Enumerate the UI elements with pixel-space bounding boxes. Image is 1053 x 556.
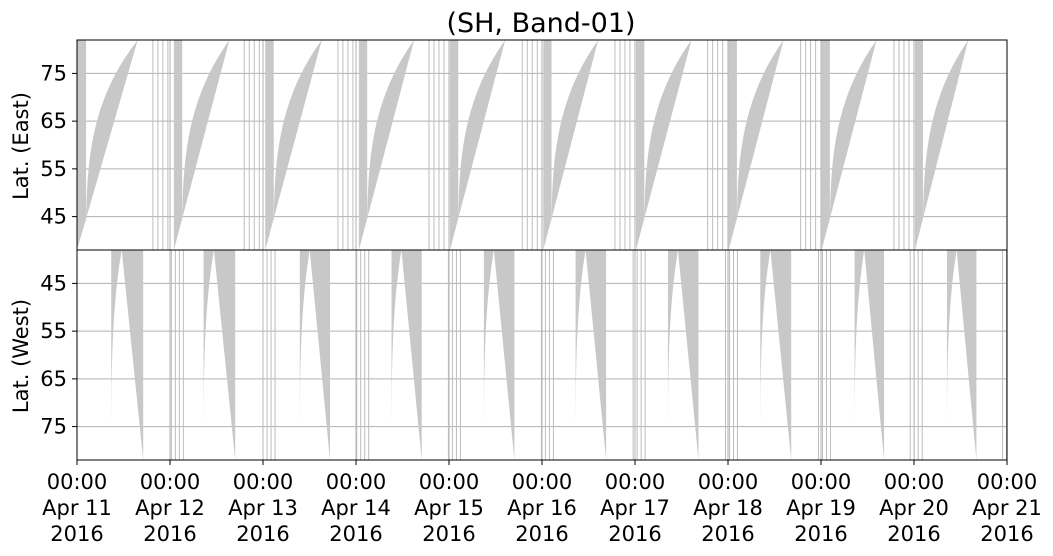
chart-title: (SH, Band-01): [446, 8, 635, 39]
xtick-label: 00:00 Apr 13 2016: [228, 470, 298, 546]
xtick-label: 00:00 Apr 18 2016: [693, 470, 763, 546]
xtick-label: 00:00 Apr 14 2016: [321, 470, 391, 546]
pass-band-west-8: [854, 250, 885, 460]
pass-band-east-6: [635, 40, 692, 250]
pass-band-east-0: [77, 40, 138, 250]
ytick-label: 75: [40, 61, 67, 85]
ytick-label: 75: [40, 415, 67, 439]
pass-band-east-4: [449, 40, 506, 250]
xtick-label: 00:00 Apr 11 2016: [42, 470, 112, 546]
ylabel-east: Lat. (East): [9, 92, 33, 200]
xtick-label: 00:00 Apr 16 2016: [507, 470, 577, 546]
pass-band-east-9: [914, 40, 969, 250]
pass-band-west-6: [667, 250, 699, 460]
ytick-label: 45: [40, 271, 67, 295]
pass-band-west-0: [111, 250, 144, 460]
xtick-label: 00:00 Apr 12 2016: [135, 470, 205, 546]
ytick-label: 45: [40, 205, 67, 229]
pass-band-east-1: [173, 40, 230, 250]
ytick-label: 55: [40, 157, 67, 181]
ylabel-west: Lat. (West): [9, 299, 33, 413]
x-axis: 00:00 Apr 11 2016 00:00 Apr 12 2016 00:00 Apr 1…: [42, 460, 1042, 546]
pass-band-east-5: [543, 40, 599, 250]
xtick-label: 00:00 Apr 21 2016: [972, 470, 1042, 546]
panel-east: 45 55 65 75: [40, 39, 1008, 251]
pass-band-west-2: [299, 250, 331, 460]
xtick-label: 00:00 Apr 17 2016: [600, 470, 670, 546]
pass-band-west-1: [203, 250, 236, 460]
pass-band-east-3: [358, 40, 415, 250]
pass-band-west-9: [946, 250, 977, 460]
ytick-label: 65: [40, 367, 67, 391]
pass-band-west-4: [483, 250, 515, 460]
pass-band-east-2: [265, 40, 322, 250]
xtick-label: 00:00 Apr 19 2016: [786, 470, 856, 546]
pass-band-west-7: [760, 250, 792, 460]
ytick-label: 65: [40, 109, 67, 133]
pass-band-west-3: [391, 250, 422, 460]
pass-band-east-8: [821, 40, 877, 250]
pass-band-east-7: [728, 40, 784, 250]
xtick-label: 00:00 Apr 20 2016: [879, 470, 949, 546]
panel-west: 75 65 55 45: [40, 249, 1008, 461]
pass-band-west-5: [575, 250, 607, 460]
ytick-label: 55: [40, 319, 67, 343]
xtick-label: 00:00 Apr 15 2016: [414, 470, 484, 546]
